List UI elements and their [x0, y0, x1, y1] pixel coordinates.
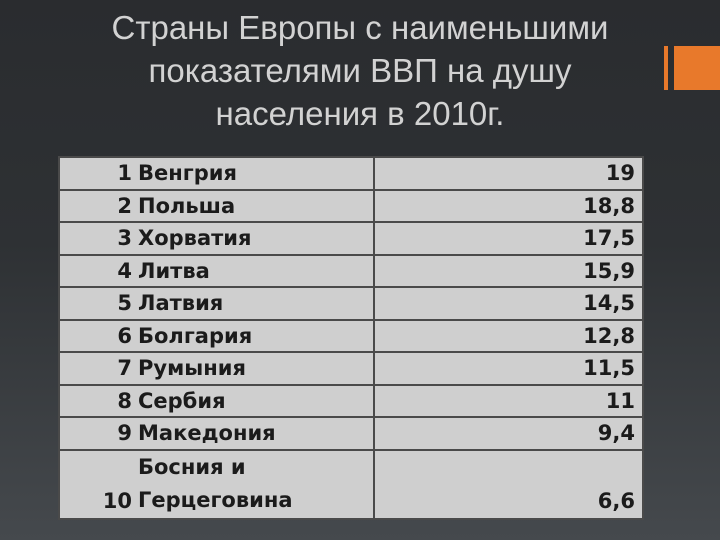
country-cell: Македония: [135, 416, 375, 451]
table-row: 5 Латвия 14,5: [58, 286, 644, 321]
country-cell: Болгария: [135, 318, 375, 353]
title-line-2: показателями ВВП на душу: [148, 52, 572, 89]
gdp-value-cell: 12,8: [373, 318, 644, 353]
gdp-value-cell: 6,6: [373, 448, 644, 520]
table-row: 7 Румыния 11,5: [58, 351, 644, 386]
country-name-line-1: Босния и: [138, 455, 246, 479]
rank-cell: 2: [58, 188, 135, 223]
accent-wide-bar: [674, 46, 720, 90]
gdp-value-cell: 18,8: [373, 188, 644, 223]
gdp-table: 1 Венгрия 19 2 Польша 18,8 3 Хорватия 17,5 4 Литва…: [58, 156, 644, 520]
country-cell: Босния и Герцеговина: [135, 448, 375, 520]
rank-cell: 10: [58, 448, 135, 520]
title-line-1: Страны Европы с наименьшими: [111, 9, 609, 46]
gdp-value-cell: 19: [373, 156, 644, 191]
accent-thin-bar: [664, 46, 668, 90]
table-row: 4 Литва 15,9: [58, 253, 644, 288]
country-cell: Польша: [135, 188, 375, 223]
rank-cell: 3: [58, 221, 135, 256]
gdp-value-cell: 14,5: [373, 286, 644, 321]
country-cell: Венгрия: [135, 156, 375, 191]
rank-cell: 7: [58, 351, 135, 386]
table-row: 1 Венгрия 19: [58, 156, 644, 191]
gdp-table-body: 1 Венгрия 19 2 Польша 18,8 3 Хорватия 17,5 4 Литва…: [58, 156, 644, 520]
country-cell: Сербия: [135, 383, 375, 418]
rank-cell: 8: [58, 383, 135, 418]
rank-cell: 4: [58, 253, 135, 288]
gdp-value-cell: 15,9: [373, 253, 644, 288]
table-row: 2 Польша 18,8: [58, 188, 644, 223]
gdp-value-cell: 17,5: [373, 221, 644, 256]
country-cell: Латвия: [135, 286, 375, 321]
table-row: 9 Македония 9,4: [58, 416, 644, 451]
slide-title: Страны Европы с наименьшими показателями…: [60, 6, 660, 135]
gdp-value-cell: 11: [373, 383, 644, 418]
country-cell: Румыния: [135, 351, 375, 386]
country-name-line-2: Герцеговина: [138, 488, 293, 512]
table-row: 6 Болгария 12,8: [58, 318, 644, 353]
gdp-value-cell: 11,5: [373, 351, 644, 386]
table-row: 8 Сербия 11: [58, 383, 644, 418]
title-line-3: населения в 2010г.: [215, 95, 505, 132]
table-row: 3 Хорватия 17,5: [58, 221, 644, 256]
rank-cell: 9: [58, 416, 135, 451]
table-row: 10 Босния и Герцеговина 6,6: [58, 448, 644, 520]
orange-accent-decoration: [664, 46, 720, 90]
rank-cell: 6: [58, 318, 135, 353]
gdp-value-cell: 9,4: [373, 416, 644, 451]
country-cell: Хорватия: [135, 221, 375, 256]
rank-cell: 1: [58, 156, 135, 191]
rank-cell: 5: [58, 286, 135, 321]
country-cell: Литва: [135, 253, 375, 288]
